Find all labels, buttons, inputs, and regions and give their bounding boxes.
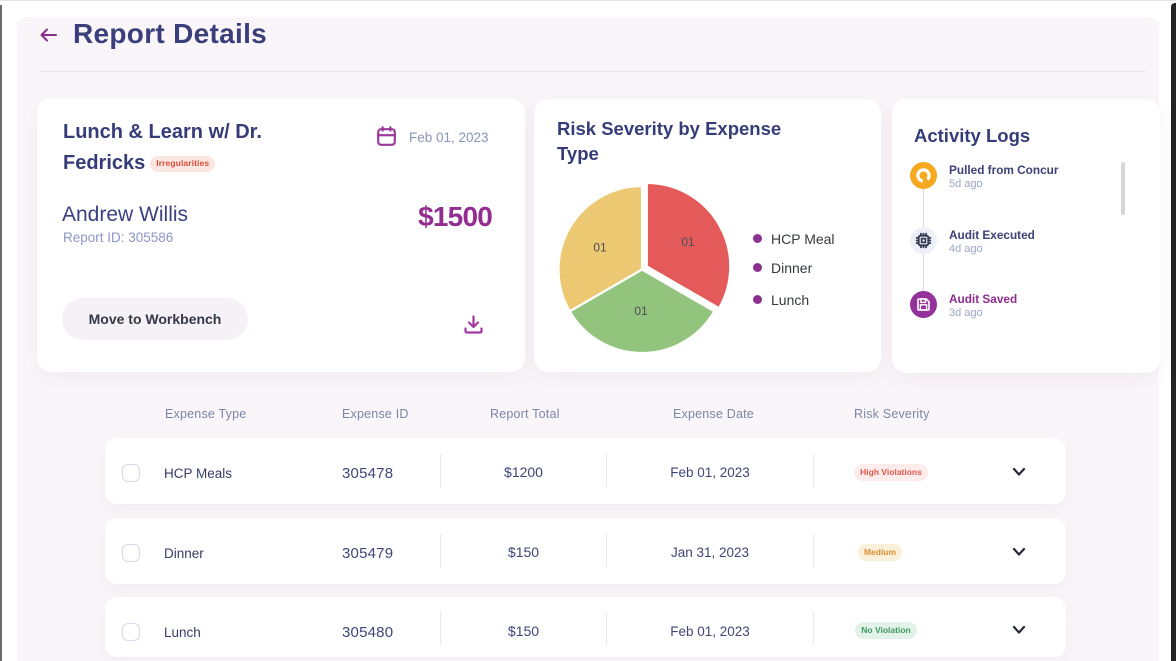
svg-text:01: 01 bbox=[634, 304, 648, 318]
svg-text:01: 01 bbox=[681, 235, 695, 249]
svg-text:01: 01 bbox=[593, 241, 607, 255]
